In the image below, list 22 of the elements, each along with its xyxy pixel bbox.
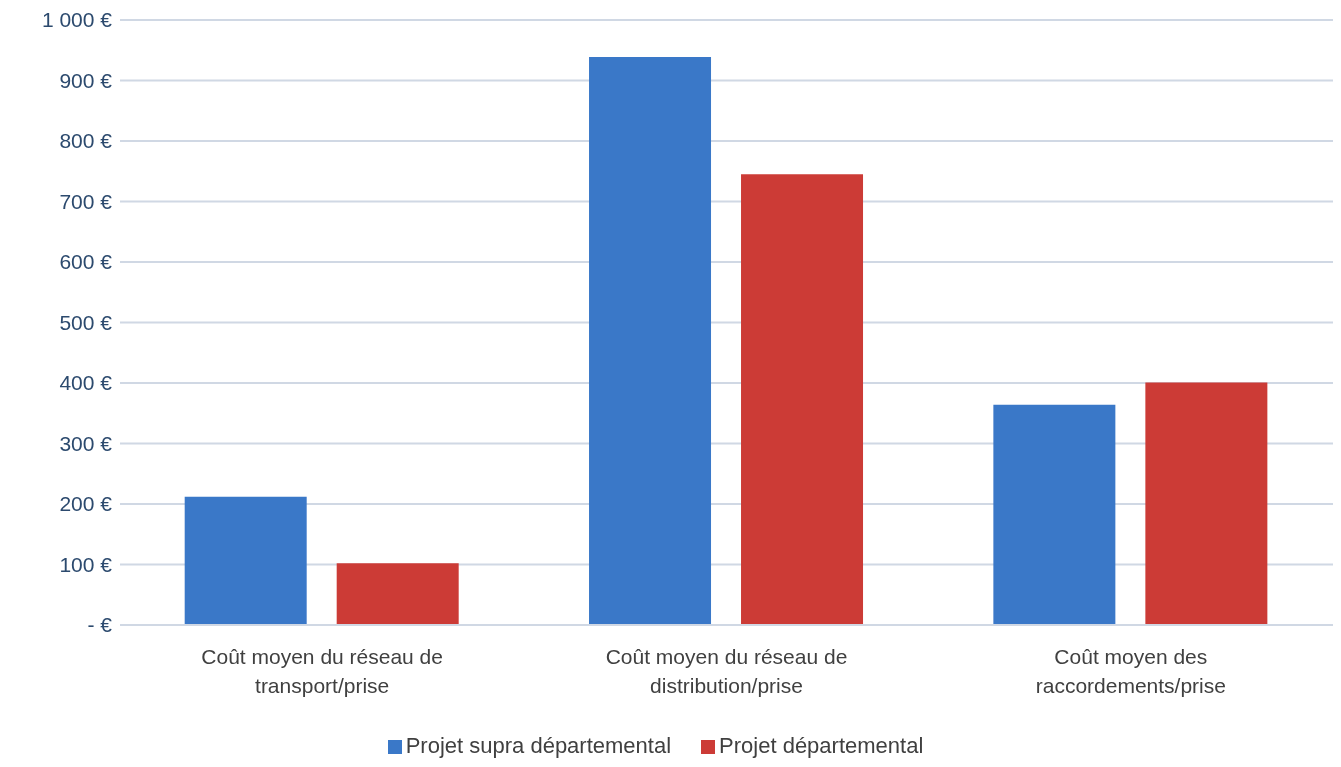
y-tick-label: - € <box>87 613 113 637</box>
bar <box>741 174 864 625</box>
bar <box>336 563 459 625</box>
y-tick-label: 100 € <box>59 552 113 576</box>
x-tick-label: Coût moyen du réseau de distribution/prise <box>605 645 848 697</box>
y-tick-label: 200 € <box>59 492 113 516</box>
y-tick-label: 700 € <box>59 189 113 213</box>
y-tick-label: 500 € <box>59 310 113 334</box>
bar <box>993 404 1116 625</box>
bar <box>589 56 712 625</box>
y-tick-label: 800 € <box>59 129 113 153</box>
bar <box>184 496 307 625</box>
y-tick-label: 400 € <box>59 371 113 395</box>
y-tick-label: 600 € <box>59 250 113 274</box>
y-tick-label: 300 € <box>59 431 113 455</box>
x-tick-label: Coût moyen des raccordements/prise <box>1035 645 1226 697</box>
legend-label: Projet départemental <box>719 733 924 758</box>
y-tick-label: 900 € <box>59 68 113 92</box>
legend-label: Projet supra départemental <box>405 733 672 758</box>
y-tick-label: 1 000 € <box>41 8 113 32</box>
x-tick-label: Coût moyen du réseau de transport/prise <box>201 645 443 697</box>
bar <box>1145 382 1268 625</box>
